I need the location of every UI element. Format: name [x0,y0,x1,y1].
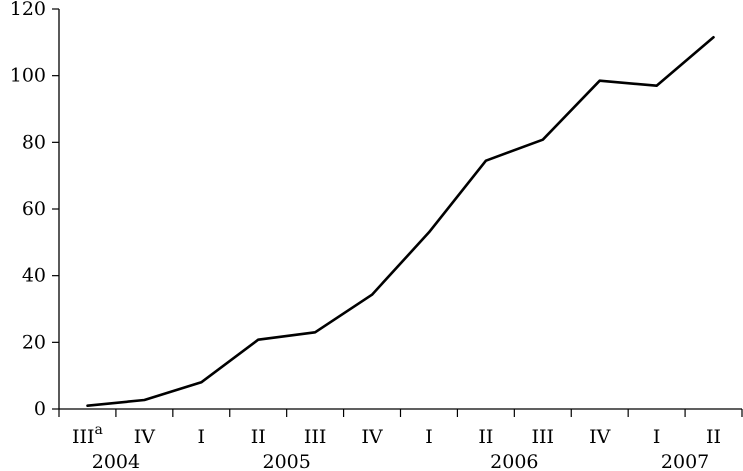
y-tick-label: 0 [34,398,46,420]
x-category-label: II [706,426,721,448]
x-category-text: I [198,426,206,448]
x-category-label: IV [589,426,611,448]
x-category-text: II [251,426,266,448]
footnote-marker: a [95,422,103,438]
x-category-label: III [532,426,555,448]
x-category-label: IIIa [72,422,103,448]
y-tick-label: 40 [22,265,46,287]
x-category-label: II [478,426,493,448]
x-category-label: IV [361,426,383,448]
x-category-text: IV [589,426,611,448]
x-category-label: I [198,426,206,448]
x-year-label: 2007 [661,451,709,471]
x-category-text: II [478,426,493,448]
x-category-text: I [425,426,433,448]
x-category-text: III [72,426,95,448]
x-category-label: I [653,426,661,448]
x-category-text: II [706,426,721,448]
y-tick-label: 20 [22,331,46,353]
series-line [86,35,715,408]
y-tick-label: 100 [10,65,46,87]
x-category-text: IV [134,426,156,448]
x-category-text: IV [361,426,383,448]
x-year-label: 2006 [490,451,538,471]
x-year-label: 2005 [262,451,310,471]
x-category-text: III [304,426,327,448]
x-category-text: III [532,426,555,448]
x-category-label: I [425,426,433,448]
x-category-label: IV [134,426,156,448]
x-category-label: II [251,426,266,448]
series-group [86,35,715,408]
y-tick-label: 120 [10,0,46,20]
x-year-label: 2004 [92,451,140,471]
y-tick-label: 60 [22,198,46,220]
y-axis: 0 20 40 60 80 100 120 [10,0,60,420]
x-category-text: I [653,426,661,448]
x-category-label: III [304,426,327,448]
y-tick-label: 80 [22,131,46,153]
